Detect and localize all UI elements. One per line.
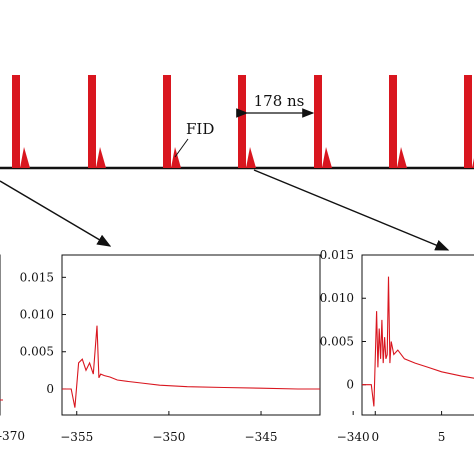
x-tick-label: −340 (337, 430, 370, 444)
x-tick-label: -370 (0, 429, 25, 443)
y-tick-label: 0.015 (320, 248, 354, 262)
plot-panel-right: 0 5 0 0.005 0.010 0.015 (320, 248, 474, 444)
fid-shape (246, 147, 256, 168)
y-tick-label: 0.015 (20, 270, 54, 284)
pulse-bar (88, 75, 96, 168)
pulse-bar (12, 75, 20, 168)
y-tick-label: 0.005 (20, 345, 54, 359)
pulse-train: 178 ns FID (0, 75, 474, 170)
x-tick-label: −345 (245, 430, 278, 444)
x-tick-label: −355 (60, 430, 93, 444)
zoom-arrow-right (253, 169, 450, 251)
fid-shape (96, 147, 106, 168)
pulse-bar (389, 75, 397, 168)
fid-shape (322, 147, 332, 168)
y-tick-label: 0.005 (320, 334, 354, 348)
fid-shape (397, 147, 407, 168)
pulse-bar (238, 75, 246, 168)
pulse-1 (12, 75, 30, 168)
x-tick-label: 0 (371, 430, 379, 444)
plot-panel-left: -370 (0, 254, 25, 443)
pulse-bar (464, 75, 472, 168)
pulse-4 (238, 75, 256, 168)
fid-trace (62, 325, 320, 408)
y-tick-label: 0 (46, 382, 54, 396)
pulse-bar (314, 75, 322, 168)
fid-shape (20, 147, 30, 168)
y-tick-label: 0.010 (20, 308, 54, 322)
x-tick-label: 5 (438, 430, 446, 444)
pulse-7 (464, 75, 474, 168)
plot-frame (61, 254, 321, 416)
pulse-6 (389, 75, 407, 168)
pulse-3 (163, 75, 181, 168)
x-tick-label: −350 (152, 430, 185, 444)
fid-shape (171, 147, 181, 168)
plot-frame (361, 254, 474, 416)
fid-trace (362, 276, 474, 407)
zoom-arrow-left (0, 180, 112, 247)
pulse-2 (88, 75, 106, 168)
plot-panel-middle: −355 −350 −345 −340 0 0.005 0.010 0.015 (20, 254, 370, 444)
y-tick-label: 0.010 (320, 291, 354, 305)
pulse-bar (163, 75, 171, 168)
fid-label: FID (186, 120, 214, 138)
pulse-5 (314, 75, 332, 168)
y-tick-label: 0 (346, 378, 354, 392)
fid-pointer (174, 138, 189, 158)
spacing-label: 178 ns (254, 92, 305, 110)
